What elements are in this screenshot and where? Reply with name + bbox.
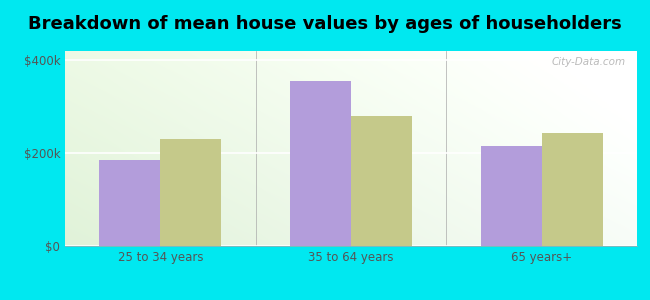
Bar	[290, 81, 351, 246]
Text: Breakdown of mean house values by ages of householders: Breakdown of mean house values by ages o…	[28, 15, 622, 33]
Bar	[99, 160, 161, 246]
Bar	[351, 116, 412, 246]
Text: City-Data.com: City-Data.com	[551, 57, 625, 67]
Bar	[161, 139, 222, 246]
Bar	[541, 133, 603, 246]
Bar	[480, 146, 541, 246]
